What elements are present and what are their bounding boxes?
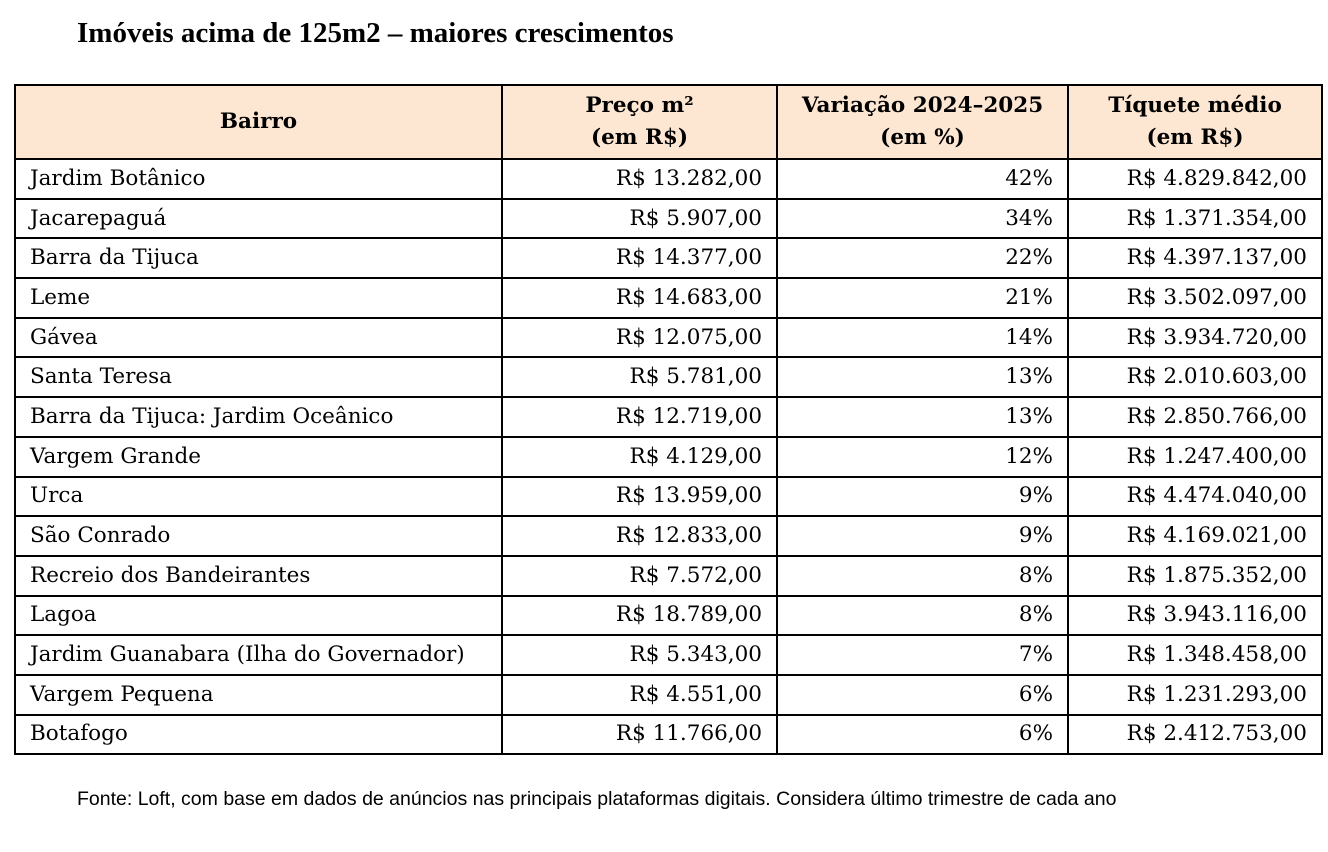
data-table: Bairro Preço m² (em R$) Variação 2024–20… bbox=[14, 84, 1323, 756]
cell-variacao: 8% bbox=[776, 554, 1069, 597]
cell-bairro: Lagoa bbox=[14, 594, 503, 637]
header-preco: Preço m² (em R$) bbox=[501, 84, 778, 160]
header-tiquete: Tíquete médio (em R$) bbox=[1067, 84, 1323, 160]
table-row: Gávea R$ 12.075,00 14% R$ 3.934.720,00 bbox=[14, 316, 1323, 359]
cell-preco: R$ 13.282,00 bbox=[501, 158, 778, 200]
table-row: Leme R$ 14.683,00 21% R$ 3.502.097,00 bbox=[14, 277, 1323, 319]
source-note: Fonte: Loft, com base em dados de anúnci… bbox=[77, 788, 1117, 810]
cell-bairro: Vargem Pequena bbox=[14, 673, 503, 716]
cell-tiquete: R$ 1.231.293,00 bbox=[1067, 673, 1323, 716]
cell-bairro: Recreio dos Bandeirantes bbox=[14, 554, 503, 597]
cell-variacao: 13% bbox=[776, 356, 1069, 399]
cell-bairro: Santa Teresa bbox=[14, 356, 503, 399]
cell-variacao: 6% bbox=[776, 673, 1069, 716]
cell-preco: R$ 12.075,00 bbox=[501, 316, 778, 359]
header-bairro-label: Bairro bbox=[219, 109, 298, 134]
page-title: Imóveis acima de 125m2 – maiores crescim… bbox=[77, 17, 674, 49]
table-row: Vargem Pequena R$ 4.551,00 6% R$ 1.231.2… bbox=[14, 673, 1323, 716]
cell-bairro: Barra da Tijuca: Jardim Oceânico bbox=[14, 396, 503, 438]
cell-bairro: Barra da Tijuca bbox=[14, 237, 503, 280]
cell-variacao: 6% bbox=[776, 713, 1069, 756]
cell-tiquete: R$ 4.829.842,00 bbox=[1067, 158, 1323, 200]
table-row: Jacarepaguá R$ 5.907,00 34% R$ 1.371.354… bbox=[14, 197, 1323, 240]
table-row: Jardim Guanabara (Ilha do Governador) R$… bbox=[14, 634, 1323, 676]
cell-preco: R$ 18.789,00 bbox=[501, 594, 778, 637]
table-row: Recreio dos Bandeirantes R$ 7.572,00 8% … bbox=[14, 554, 1323, 597]
cell-tiquete: R$ 3.934.720,00 bbox=[1067, 316, 1323, 359]
cell-variacao: 7% bbox=[776, 634, 1069, 676]
table-row: Jardim Botânico R$ 13.282,00 42% R$ 4.82… bbox=[14, 158, 1323, 200]
cell-tiquete: R$ 2.010.603,00 bbox=[1067, 356, 1323, 399]
cell-tiquete: R$ 1.875.352,00 bbox=[1067, 554, 1323, 597]
cell-bairro: Vargem Grande bbox=[14, 435, 503, 478]
cell-variacao: 8% bbox=[776, 594, 1069, 637]
cell-tiquete: R$ 2.412.753,00 bbox=[1067, 713, 1323, 756]
cell-preco: R$ 7.572,00 bbox=[501, 554, 778, 597]
cell-preco: R$ 4.129,00 bbox=[501, 435, 778, 478]
cell-tiquete: R$ 1.371.354,00 bbox=[1067, 197, 1323, 240]
header-tiquete-unit: (em R$) bbox=[1146, 125, 1244, 150]
cell-tiquete: R$ 1.348.458,00 bbox=[1067, 634, 1323, 676]
cell-variacao: 9% bbox=[776, 475, 1069, 518]
table-row: Barra da Tijuca: Jardim Oceânico R$ 12.7… bbox=[14, 396, 1323, 438]
cell-variacao: 13% bbox=[776, 396, 1069, 438]
cell-preco: R$ 13.959,00 bbox=[501, 475, 778, 518]
header-bairro: Bairro bbox=[14, 84, 503, 160]
cell-tiquete: R$ 1.247.400,00 bbox=[1067, 435, 1323, 478]
table-row: Santa Teresa R$ 5.781,00 13% R$ 2.010.60… bbox=[14, 356, 1323, 399]
cell-bairro: Leme bbox=[14, 277, 503, 319]
cell-bairro: Gávea bbox=[14, 316, 503, 359]
cell-preco: R$ 5.907,00 bbox=[501, 197, 778, 240]
cell-tiquete: R$ 4.474.040,00 bbox=[1067, 475, 1323, 518]
header-variacao-unit: (em %) bbox=[880, 125, 965, 150]
cell-variacao: 12% bbox=[776, 435, 1069, 478]
table-row: Vargem Grande R$ 4.129,00 12% R$ 1.247.4… bbox=[14, 435, 1323, 478]
cell-tiquete: R$ 4.169.021,00 bbox=[1067, 515, 1323, 557]
header-tiquete-label: Tíquete médio bbox=[1108, 93, 1282, 118]
cell-tiquete: R$ 3.943.116,00 bbox=[1067, 594, 1323, 637]
table-row: São Conrado R$ 12.833,00 9% R$ 4.169.021… bbox=[14, 515, 1323, 557]
table-row: Lagoa R$ 18.789,00 8% R$ 3.943.116,00 bbox=[14, 594, 1323, 637]
cell-bairro: Botafogo bbox=[14, 713, 503, 756]
header-preco-unit: (em R$) bbox=[590, 125, 689, 150]
cell-preco: R$ 5.343,00 bbox=[501, 634, 778, 676]
cell-preco: R$ 4.551,00 bbox=[501, 673, 778, 716]
cell-preco: R$ 12.719,00 bbox=[501, 396, 778, 438]
table-body: Jardim Botânico R$ 13.282,00 42% R$ 4.82… bbox=[14, 158, 1323, 756]
cell-tiquete: R$ 2.850.766,00 bbox=[1067, 396, 1323, 438]
cell-bairro: Urca bbox=[14, 475, 503, 518]
cell-variacao: 9% bbox=[776, 515, 1069, 557]
table-row: Barra da Tijuca R$ 14.377,00 22% R$ 4.39… bbox=[14, 237, 1323, 280]
header-variacao: Variação 2024–2025 (em %) bbox=[776, 84, 1069, 160]
cell-preco: R$ 14.377,00 bbox=[501, 237, 778, 280]
cell-variacao: 22% bbox=[776, 237, 1069, 280]
cell-bairro: São Conrado bbox=[14, 515, 503, 557]
cell-tiquete: R$ 3.502.097,00 bbox=[1067, 277, 1323, 319]
cell-preco: R$ 14.683,00 bbox=[501, 277, 778, 319]
header-row: Bairro Preço m² (em R$) Variação 2024–20… bbox=[14, 84, 1323, 160]
cell-bairro: Jardim Botânico bbox=[14, 158, 503, 200]
cell-bairro: Jardim Guanabara (Ilha do Governador) bbox=[14, 634, 503, 676]
cell-tiquete: R$ 4.397.137,00 bbox=[1067, 237, 1323, 280]
cell-preco: R$ 12.833,00 bbox=[501, 515, 778, 557]
table-header: Bairro Preço m² (em R$) Variação 2024–20… bbox=[14, 84, 1323, 160]
cell-variacao: 42% bbox=[776, 158, 1069, 200]
cell-variacao: 14% bbox=[776, 316, 1069, 359]
cell-preco: R$ 11.766,00 bbox=[501, 713, 778, 756]
table-row: Urca R$ 13.959,00 9% R$ 4.474.040,00 bbox=[14, 475, 1323, 518]
header-variacao-label: Variação 2024–2025 bbox=[801, 93, 1044, 118]
header-preco-label: Preço m² bbox=[585, 93, 694, 118]
cell-variacao: 21% bbox=[776, 277, 1069, 319]
cell-bairro: Jacarepaguá bbox=[14, 197, 503, 240]
cell-preco: R$ 5.781,00 bbox=[501, 356, 778, 399]
table-row: Botafogo R$ 11.766,00 6% R$ 2.412.753,00 bbox=[14, 713, 1323, 756]
cell-variacao: 34% bbox=[776, 197, 1069, 240]
